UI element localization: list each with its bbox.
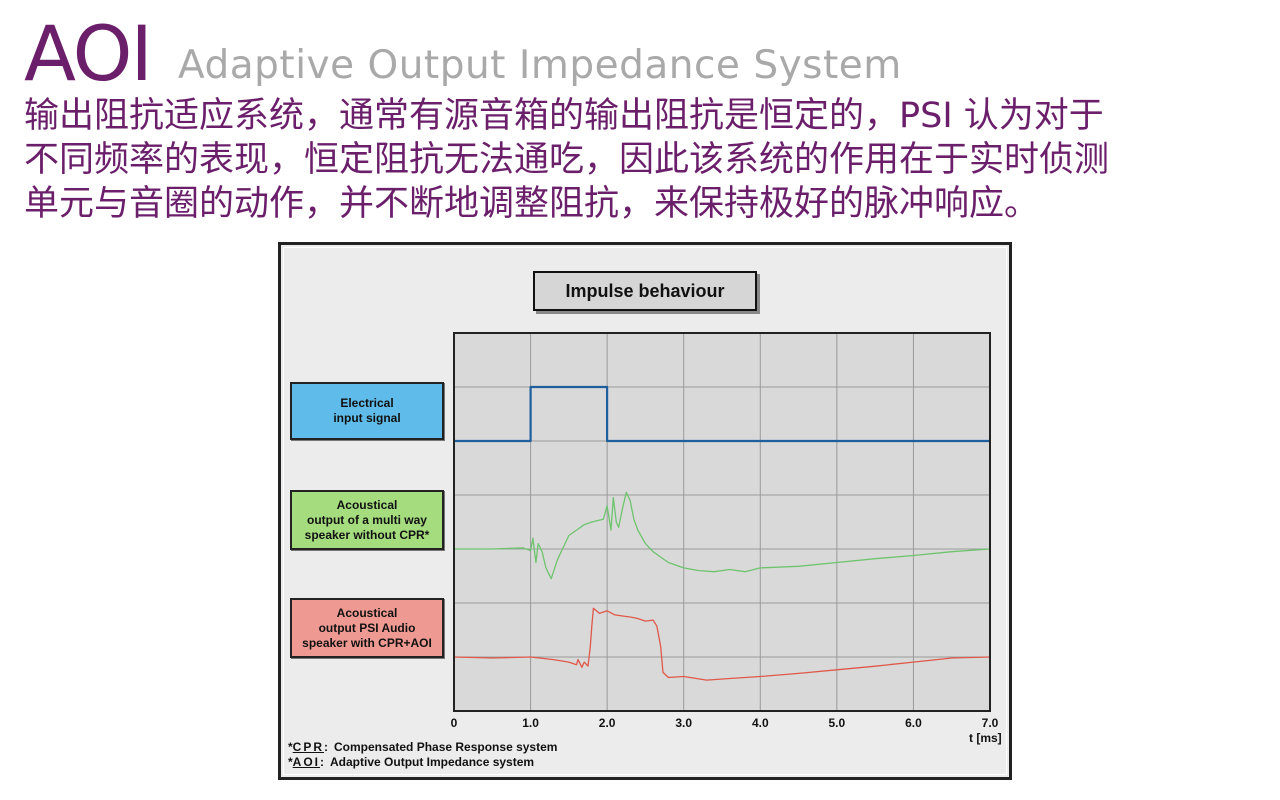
footnote-text: Compensated Phase Response system	[334, 740, 557, 754]
x-tick-label: 0	[451, 716, 458, 730]
plot-area: 0 1.0 2.0 3.0 4.0 5.0 6.0 7.0	[281, 245, 1009, 777]
description: 输出阻抗适应系统，通常有源音箱的输出阻抗是恒定的，PSI 认为对于 不同频率的表…	[24, 94, 1264, 226]
x-tick-label: 7.0	[982, 716, 999, 730]
x-tick-label: 3.0	[675, 716, 692, 730]
footnote-key: CPR	[293, 740, 324, 754]
chart-figure: Impulse behaviour Electrical input signal…	[278, 242, 1012, 780]
x-axis-label: t [ms]	[969, 731, 1002, 745]
page-title: AOI	[24, 14, 151, 94]
footnote-sep: :	[320, 755, 324, 769]
x-tick-label: 1.0	[522, 716, 539, 730]
x-tick-label: 6.0	[905, 716, 922, 730]
plot-background	[454, 333, 990, 711]
footnote-sep: :	[324, 740, 328, 754]
footnote-aoi: *AOI: Adaptive Output Impedance system	[288, 755, 534, 769]
page-subtitle: Adaptive Output Impedance System	[178, 44, 902, 88]
description-line: 单元与音圈的动作，并不断地调整阻抗，来保持极好的脉冲响应。	[24, 182, 1264, 226]
x-tick-label: 4.0	[752, 716, 769, 730]
description-line: 不同频率的表现，恒定阻抗无法通吃，因此该系统的作用在于实时侦测	[24, 138, 1264, 182]
footnote-key: AOI	[293, 755, 320, 769]
x-tick-label: 2.0	[599, 716, 616, 730]
x-tick-label: 5.0	[829, 716, 846, 730]
footnote-cpr: *CPR: Compensated Phase Response system	[288, 740, 557, 754]
footnote-text: Adaptive Output Impedance system	[330, 755, 534, 769]
description-line: 输出阻抗适应系统，通常有源音箱的输出阻抗是恒定的，PSI 认为对于	[24, 94, 1264, 138]
header: AOI Adaptive Output Impedance System	[24, 14, 1254, 94]
